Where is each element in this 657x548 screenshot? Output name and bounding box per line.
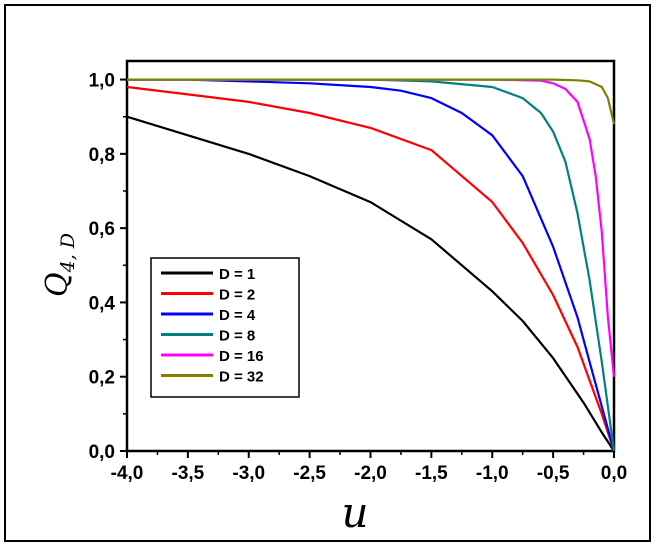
y-tick-label: 0,4 bbox=[89, 293, 116, 314]
x-tick-label: -0,5 bbox=[537, 463, 570, 484]
y-tick-label: 1,0 bbox=[89, 71, 115, 92]
y-axis-title-main: Q bbox=[40, 272, 75, 297]
x-tick-label: -1,0 bbox=[476, 463, 509, 484]
series-line-1 bbox=[126, 115, 615, 452]
series-line-4 bbox=[127, 78, 616, 452]
x-tick-label: 0,0 bbox=[601, 463, 627, 484]
y-tick-label: 0,2 bbox=[89, 368, 115, 389]
legend-box bbox=[150, 257, 300, 398]
y-tick-label: 0,6 bbox=[89, 219, 115, 240]
x-tick-label: -2,5 bbox=[293, 463, 326, 484]
x-axis-title: u bbox=[341, 488, 368, 537]
x-tick-label: -3,0 bbox=[232, 463, 265, 484]
series-line-3 bbox=[127, 78, 616, 452]
legend-label-4: D = 8 bbox=[219, 328, 255, 345]
y-axis-title-sub: 4, D bbox=[57, 233, 79, 273]
x-tick-label: -4,0 bbox=[111, 463, 144, 484]
legend-label-6: D = 32 bbox=[219, 369, 264, 386]
y-axis-title: Q4, D bbox=[40, 233, 79, 297]
x-tick-label: -3,5 bbox=[172, 463, 205, 484]
legend-label-2: D = 2 bbox=[219, 287, 255, 304]
x-tick-label: -1,5 bbox=[415, 463, 448, 484]
legend-label-5: D = 16 bbox=[219, 348, 264, 365]
series-line-6 bbox=[127, 78, 616, 125]
chart-frame bbox=[4, 4, 651, 542]
legend-label-1: D = 1 bbox=[219, 266, 255, 283]
x-tick-label: -2,0 bbox=[354, 463, 387, 484]
y-tick-label: 0,0 bbox=[89, 442, 115, 463]
series-line-2 bbox=[126, 85, 616, 452]
y-tick-label: 0,8 bbox=[89, 145, 115, 166]
legend-label-3: D = 4 bbox=[219, 307, 256, 324]
